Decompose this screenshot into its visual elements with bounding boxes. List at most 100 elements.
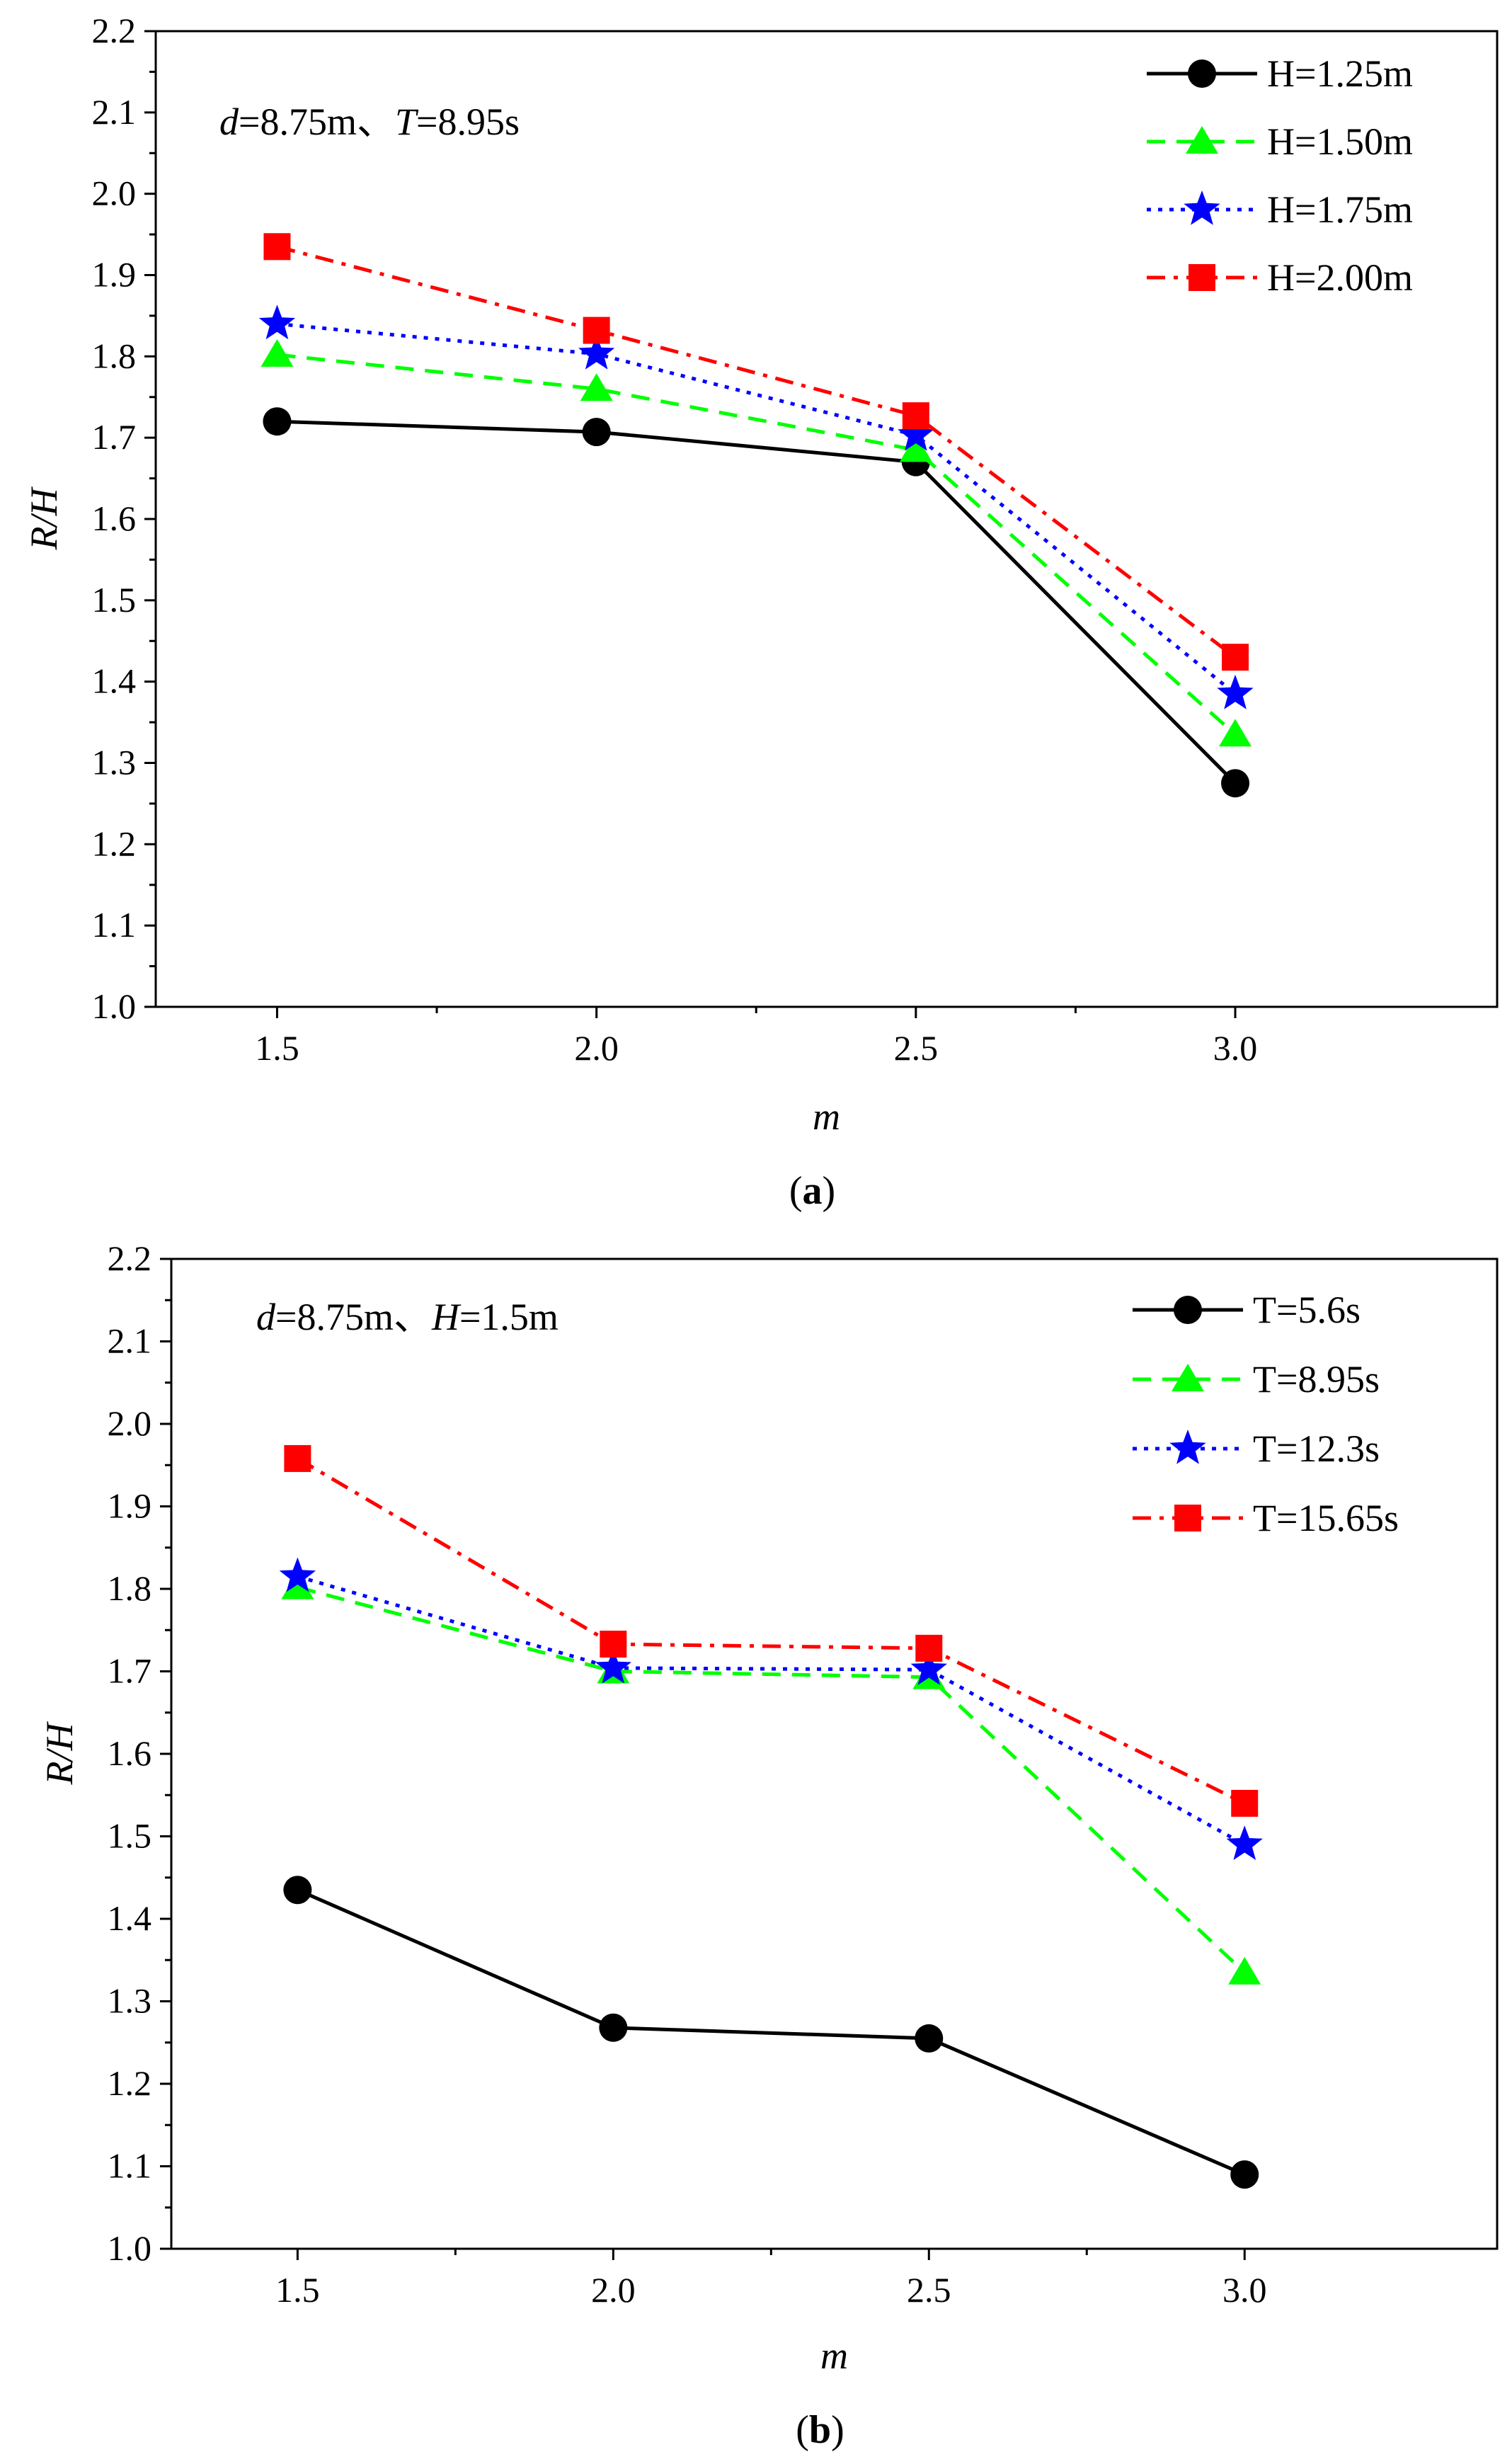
y-tick-label: 1.6 [92, 498, 137, 538]
legend-label: T=5.6s [1253, 1289, 1361, 1331]
data-point [580, 373, 613, 401]
y-tick-label: 1.4 [92, 661, 137, 701]
y-axis-label: R/H [23, 486, 65, 551]
y-tick-label: 1.3 [92, 743, 137, 782]
y-tick-label: 2.2 [92, 11, 137, 50]
legend: T=5.6s T=8.95s T=12.3s T=15.65s [1133, 1289, 1399, 1539]
data-point [284, 1444, 311, 1472]
data-point [279, 1557, 316, 1592]
legend-marker [1174, 1505, 1201, 1532]
y-tick-label: 1.8 [92, 336, 137, 375]
data-point [898, 416, 934, 451]
y-tick: 1.2 [108, 2063, 171, 2103]
y-tick: 1.1 [108, 2146, 171, 2186]
legend-marker [1169, 1430, 1206, 1464]
series-line [277, 353, 1237, 736]
x-tick-label: 2.0 [574, 1028, 619, 1068]
data-point [1217, 674, 1254, 709]
y-tick-label: 1.7 [92, 417, 137, 457]
y-tick: 1.7 [92, 417, 156, 457]
annotation-text: d=8.75m、H=1.5m [256, 1296, 559, 1338]
legend-entry: H=1.50m [1147, 120, 1413, 163]
y-tick-label: 1.5 [108, 1816, 152, 1856]
y-tick: 1.5 [92, 580, 156, 620]
data-point [583, 316, 610, 344]
data-point [1222, 644, 1249, 671]
y-tick: 1.3 [92, 743, 156, 782]
x-tick-label: 2.5 [907, 2270, 951, 2310]
legend-label: H=1.50m [1267, 120, 1413, 163]
x-tick-label: 2.0 [591, 2270, 636, 2310]
data-point [600, 1631, 627, 1658]
y-tick-label: 1.0 [108, 2228, 152, 2268]
y-tick: 1.7 [108, 1651, 171, 1691]
y-tick-label: 1.8 [108, 1568, 152, 1608]
series-H=1.25m [263, 407, 1250, 798]
y-tick-label: 2.0 [108, 1403, 152, 1443]
data-point [1228, 1956, 1261, 1985]
y-tick: 1.5 [108, 1816, 171, 1856]
legend-label: H=1.25m [1267, 52, 1413, 95]
legend-entry: H=2.00m [1147, 256, 1413, 299]
x-tick: 2.0 [574, 1007, 619, 1068]
y-tick: 1.3 [108, 1981, 171, 2021]
legend-entry: H=1.75m [1147, 188, 1413, 231]
data-point [1221, 769, 1250, 798]
series-line [277, 419, 1237, 785]
data-point [283, 1876, 312, 1905]
series-line [297, 1575, 1246, 1847]
y-tick-label: 1.9 [108, 1486, 152, 1526]
series-line [297, 1888, 1246, 2177]
y-tick-label: 1.2 [92, 823, 137, 863]
legend-label: H=1.75m [1267, 188, 1413, 231]
y-tick-label: 1.3 [108, 1981, 152, 2021]
y-tick-label: 2.1 [92, 92, 137, 132]
legend-label: T=12.3s [1253, 1427, 1380, 1470]
data-point [582, 418, 611, 447]
legend-entry: T=12.3s [1133, 1427, 1380, 1470]
plot-frame [170, 1257, 1499, 2250]
x-tick: 3.0 [1222, 2249, 1266, 2310]
legend-marker [1186, 126, 1218, 154]
data-point [599, 2013, 628, 2042]
y-tick-label: 1.4 [108, 1898, 152, 1938]
y-tick-label: 2.2 [108, 1238, 152, 1278]
y-tick: 2.2 [108, 1238, 171, 1278]
legend-marker [1188, 59, 1216, 88]
y-tick: 1.2 [92, 823, 156, 863]
data-point [1219, 719, 1252, 747]
data-point [260, 339, 294, 367]
y-tick: 2.2 [92, 11, 156, 50]
legend-entry: H=1.25m [1147, 52, 1413, 95]
y-tick: 1.9 [92, 255, 156, 295]
series-H=1.50m [260, 339, 1252, 747]
y-tick-label: 1.6 [108, 1733, 152, 1773]
legend-marker [1172, 1364, 1204, 1391]
series-line [297, 1585, 1246, 1974]
y-tick: 1.0 [108, 2228, 171, 2268]
legend-label: T=15.65s [1253, 1497, 1399, 1539]
y-tick: 1.1 [92, 905, 156, 945]
legend: H=1.25m H=1.50m H=1.75m H=2.00m [1147, 52, 1413, 299]
x-tick-label: 2.5 [894, 1028, 939, 1068]
data-point [595, 1648, 631, 1684]
y-tick: 2.0 [92, 173, 156, 213]
series-T=12.3s [279, 1557, 1263, 1860]
series-T=15.65s [284, 1444, 1259, 1817]
y-tick: 1.6 [108, 1733, 171, 1773]
y-tick: 2.0 [108, 1403, 171, 1443]
legend-marker [1189, 264, 1215, 291]
y-tick: 2.1 [108, 1321, 171, 1361]
panel-label: (b) [796, 2408, 844, 2452]
legend-label: T=8.95s [1253, 1358, 1380, 1401]
data-point [258, 304, 296, 340]
legend-entry: T=8.95s [1133, 1358, 1380, 1401]
legend-entry: T=15.65s [1133, 1497, 1399, 1539]
chart-panel-b: 1.0 1.1 1.2 1.3 1.4 1.5 1.6 1.7 1.8 1.9 2.0 2.1 2.2 1… [38, 1238, 1499, 2452]
data-point [915, 1634, 943, 1662]
legend-marker [1184, 190, 1220, 225]
panel-label: (a) [789, 1169, 835, 1213]
data-point [910, 1650, 947, 1685]
legend-label: H=2.00m [1267, 256, 1413, 299]
